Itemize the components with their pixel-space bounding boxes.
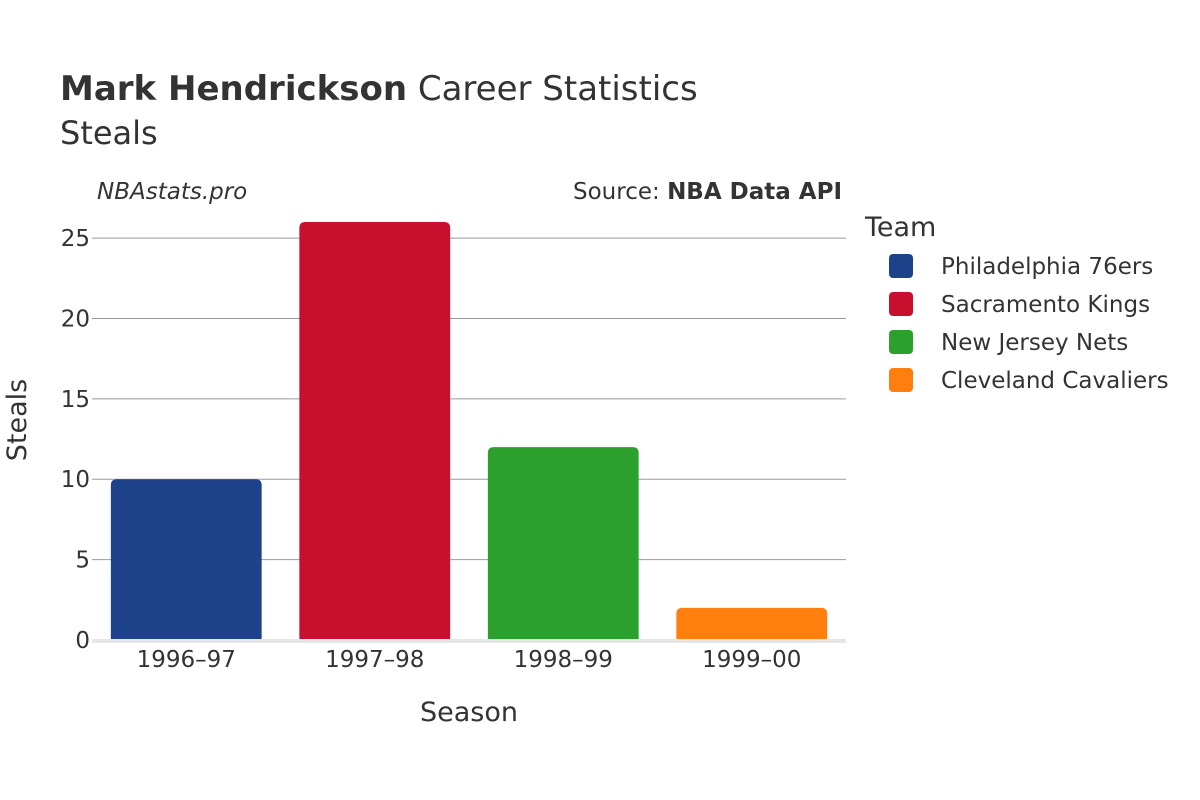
legend-swatch xyxy=(889,330,913,354)
chart-title-player: Mark Hendrickson xyxy=(60,69,407,109)
y-axis-ticks: 0 5 10 15 20 25 xyxy=(61,226,90,654)
x-axis-title: Season xyxy=(420,697,518,728)
legend-item[interactable]: Philadelphia 76ers xyxy=(889,254,1153,280)
source-name: NBA Data API xyxy=(667,179,842,205)
y-tick-label: 25 xyxy=(61,226,90,252)
source-text: Source: NBA Data API xyxy=(573,179,842,205)
y-tick-label: 5 xyxy=(75,548,90,574)
legend-swatch xyxy=(889,254,913,278)
legend-label: Cleveland Cavaliers xyxy=(941,368,1169,394)
bar-1996–97 xyxy=(110,479,262,640)
bar-1998–99 xyxy=(487,447,639,640)
bars xyxy=(110,222,828,641)
x-axis-ticks: 1996–97 1997–98 1998–99 1999–00 xyxy=(137,647,802,673)
legend-swatch xyxy=(889,368,913,392)
legend: Team Philadelphia 76ers Sacramento Kings N… xyxy=(864,212,1169,394)
legend-label: Philadelphia 76ers xyxy=(941,254,1153,280)
y-tick-label: 15 xyxy=(61,387,90,413)
x-tick-label: 1998–99 xyxy=(514,647,613,673)
source-prefix: Source: xyxy=(573,179,667,205)
legend-label: New Jersey Nets xyxy=(941,330,1128,356)
legend-item[interactable]: New Jersey Nets xyxy=(889,330,1128,356)
legend-swatch xyxy=(889,292,913,316)
bar-1997–98 xyxy=(299,222,451,641)
legend-title: Team xyxy=(864,212,936,243)
legend-item[interactable]: Sacramento Kings xyxy=(889,292,1150,318)
x-tick-label: 1999–00 xyxy=(702,647,801,673)
bar-1999–00 xyxy=(676,607,828,640)
watermark-text: NBAstats.pro xyxy=(97,179,247,205)
y-tick-label: 10 xyxy=(61,467,90,493)
x-tick-label: 1997–98 xyxy=(325,647,424,673)
legend-label: Sacramento Kings xyxy=(941,292,1150,318)
chart-subtitle: Steals xyxy=(60,114,158,152)
x-tick-label: 1996–97 xyxy=(137,647,236,673)
y-tick-label: 0 xyxy=(75,628,90,654)
chart-title: Mark Hendrickson Career Statistics xyxy=(60,69,698,109)
legend-item[interactable]: Cleveland Cavaliers xyxy=(889,368,1169,394)
y-tick-label: 20 xyxy=(61,306,90,332)
chart-title-rest: Career Statistics xyxy=(407,69,698,109)
y-axis-title: Steals xyxy=(2,379,33,461)
